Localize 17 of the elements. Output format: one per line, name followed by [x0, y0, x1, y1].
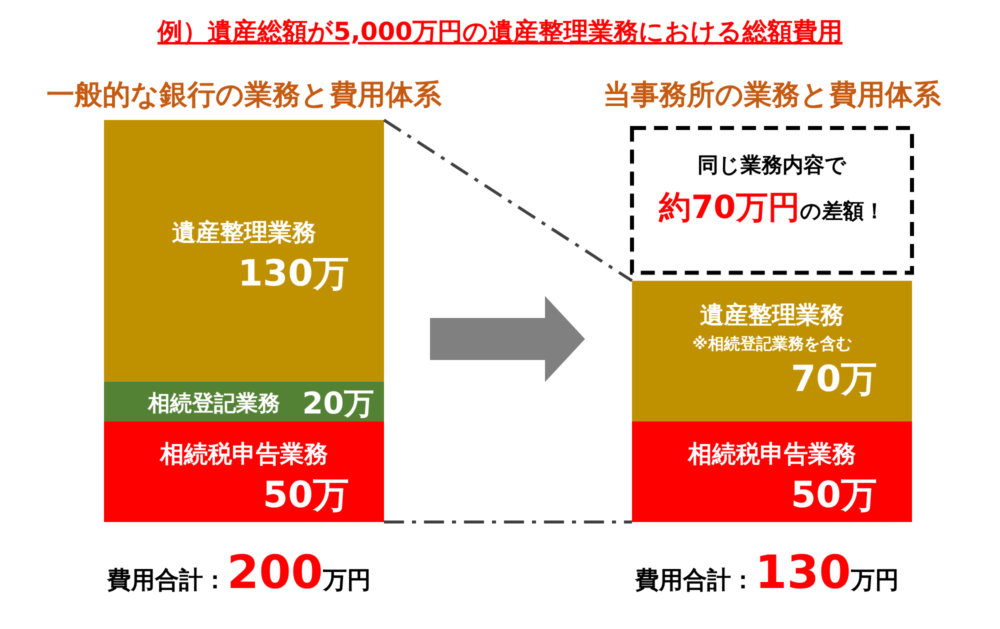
series-label: 遺産整理業務 [700, 301, 844, 330]
annotation: 費用合計：200万円 [106, 545, 372, 599]
annotation: 費用合計：130万円 [634, 545, 900, 599]
annotation: 同じ業務内容で約70万円の差額！ [658, 153, 885, 226]
text: 遺産整理業務 [172, 218, 316, 247]
text: 相続税申告業務 [688, 440, 856, 468]
data-label: 20万 [302, 386, 374, 422]
x-tick-label: 一般的な銀行の業務と費用体系 [46, 78, 442, 111]
annotation: ※相続登記業務を含む [692, 334, 852, 354]
data-label: 50万 [262, 474, 349, 516]
series-label: 相続登記業務 [147, 391, 280, 416]
x-tick-label: 当事務所の業務と費用体系 [603, 78, 942, 111]
data-label: 130万 [238, 254, 349, 295]
data-label: 50万 [790, 474, 877, 516]
data-label: 70万 [790, 359, 877, 400]
bar [104, 120, 384, 382]
series-label: 相続税申告業務 [159, 440, 328, 468]
